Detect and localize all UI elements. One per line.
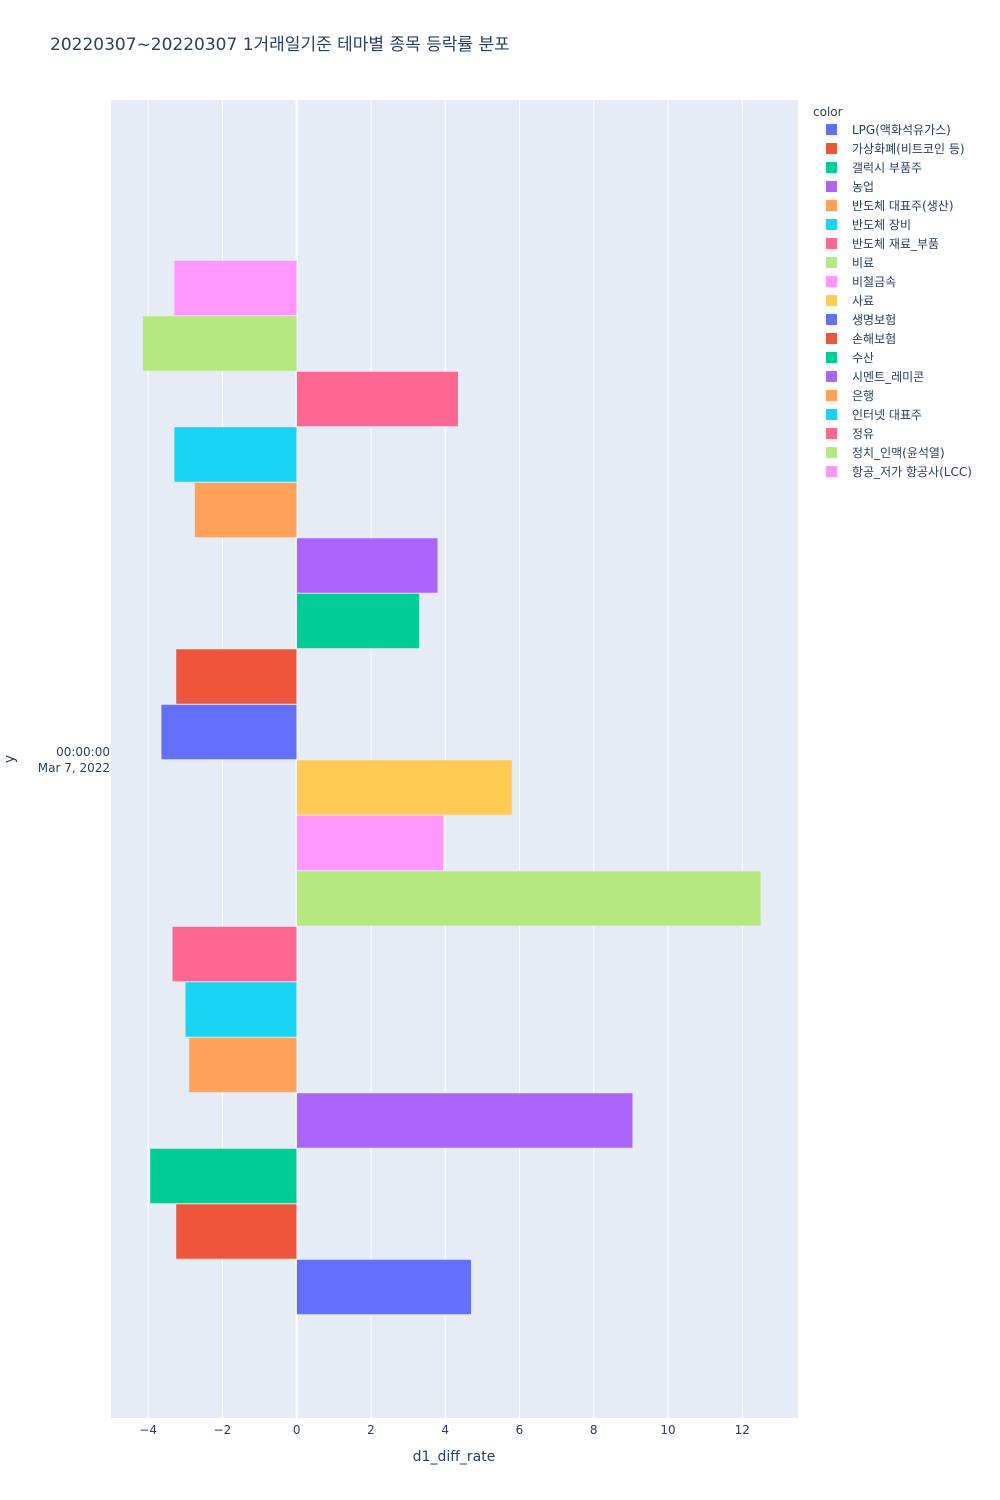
bar[interactable]: [149, 1148, 297, 1204]
x-tick-label: −4: [139, 1423, 157, 1437]
bar[interactable]: [160, 704, 297, 760]
legend-swatch: [826, 200, 837, 211]
legend-label: LPG(액화석유가스): [852, 123, 951, 137]
legend-swatch: [826, 352, 837, 363]
legend-item[interactable]: 정유: [826, 427, 874, 441]
legend-label: 은행: [852, 388, 874, 403]
legend-label: 손해보험: [852, 332, 896, 346]
bar[interactable]: [173, 260, 297, 316]
bar[interactable]: [296, 759, 513, 816]
legend-swatch: [826, 295, 837, 306]
bar[interactable]: [296, 537, 439, 594]
legend-label: 사료: [852, 294, 874, 308]
legend-item[interactable]: 반도체 대표주(생산): [826, 199, 954, 213]
bar[interactable]: [296, 1259, 472, 1315]
legend-label: 반도체 장비: [852, 218, 911, 232]
legend-item[interactable]: 인터넷 대표주: [826, 408, 922, 422]
bar[interactable]: [188, 1037, 297, 1093]
legend-item[interactable]: 생명보험: [826, 313, 896, 327]
legend-swatch: [826, 314, 837, 325]
bar[interactable]: [296, 870, 762, 927]
x-axis-title: d1_diff_rate: [413, 1449, 496, 1465]
legend-swatch: [826, 428, 837, 439]
x-tick-label: 0: [293, 1423, 301, 1437]
legend-swatch: [826, 409, 837, 420]
bar[interactable]: [296, 1092, 633, 1149]
legend-swatch: [826, 447, 837, 458]
legend-swatch: [826, 219, 837, 230]
legend-swatch: [826, 276, 837, 287]
x-tick-label: 6: [516, 1423, 524, 1437]
legend-item[interactable]: 정치_인맥(윤석열): [826, 446, 945, 460]
bars-group: [142, 260, 762, 1315]
legend-label: 항공_저가 항공사(LCC): [852, 465, 972, 479]
y-axis-title: y: [2, 755, 18, 763]
x-tick-label: 12: [735, 1423, 750, 1437]
legend-label: 생명보험: [852, 313, 896, 327]
bar[interactable]: [296, 593, 420, 649]
y-tick-label-time: 00:00:00: [56, 745, 110, 759]
legend-item[interactable]: 항공_저가 항공사(LCC): [826, 465, 972, 479]
legend-swatch: [826, 333, 837, 344]
bar[interactable]: [296, 815, 444, 871]
legend-swatch: [826, 238, 837, 249]
legend-swatch: [826, 143, 837, 154]
legend-item[interactable]: 수산: [826, 351, 874, 365]
legend-item[interactable]: 농업: [826, 180, 874, 194]
bar[interactable]: [296, 371, 459, 427]
bar[interactable]: [142, 315, 297, 372]
bar[interactable]: [173, 426, 297, 483]
bar[interactable]: [175, 648, 297, 705]
bar[interactable]: [175, 1203, 297, 1260]
legend-item[interactable]: 비철금속: [826, 275, 896, 289]
legend-swatch: [826, 390, 837, 401]
x-tick-label: 4: [441, 1423, 449, 1437]
legend-swatch: [826, 124, 837, 135]
legend-title: color: [813, 105, 843, 119]
y-tick-label-date: Mar 7, 2022: [38, 761, 110, 775]
legend-item[interactable]: 가상화폐(비트코인 등): [826, 142, 965, 156]
legend-label: 농업: [852, 180, 874, 194]
bar[interactable]: [172, 926, 297, 982]
legend-swatch: [826, 162, 837, 173]
x-tick-label: 10: [660, 1423, 675, 1437]
legend-label: 가상화폐(비트코인 등): [852, 142, 965, 156]
legend-label: 시멘트_레미콘: [852, 370, 924, 384]
legend-swatch: [826, 181, 837, 192]
x-tick-label: 8: [590, 1423, 598, 1437]
legend-label: 인터넷 대표주: [852, 408, 922, 422]
legend-label: 수산: [852, 351, 874, 365]
legend-item[interactable]: 갤럭시 부품주: [826, 161, 922, 175]
legend-item[interactable]: 사료: [826, 294, 874, 308]
legend-item[interactable]: 시멘트_레미콘: [826, 370, 924, 384]
legend-swatch: [826, 257, 837, 268]
bar[interactable]: [194, 482, 297, 538]
legend-label: 반도체 재료_부품: [852, 237, 939, 251]
x-axis-ticks: −4 −2 0 2 4 6 8 10 12: [139, 1423, 750, 1437]
legend-item[interactable]: LPG(액화석유가스): [826, 123, 951, 137]
legend-label: 비료: [852, 256, 874, 270]
legend-item[interactable]: 반도체 재료_부품: [826, 237, 939, 251]
chart-title: 20220307~20220307 1거래일기준 테마별 종목 등락률 분포: [50, 35, 510, 55]
legend-item[interactable]: 반도체 장비: [826, 218, 911, 232]
legend-item[interactable]: 손해보험: [826, 332, 896, 346]
legend-label: 비철금속: [852, 275, 896, 289]
legend-item[interactable]: 비료: [826, 256, 874, 270]
legend-swatch: [826, 466, 837, 477]
legend-label: 정치_인맥(윤석열): [852, 446, 945, 460]
legend-swatch: [826, 371, 837, 382]
bar[interactable]: [185, 981, 297, 1038]
legend-label: 반도체 대표주(생산): [852, 199, 954, 213]
x-tick-label: −2: [214, 1423, 232, 1437]
legend-item[interactable]: 은행: [826, 388, 874, 403]
legend-label: 갤럭시 부품주: [852, 161, 922, 175]
x-tick-label: 2: [367, 1423, 375, 1437]
legend-label: 정유: [852, 427, 874, 441]
